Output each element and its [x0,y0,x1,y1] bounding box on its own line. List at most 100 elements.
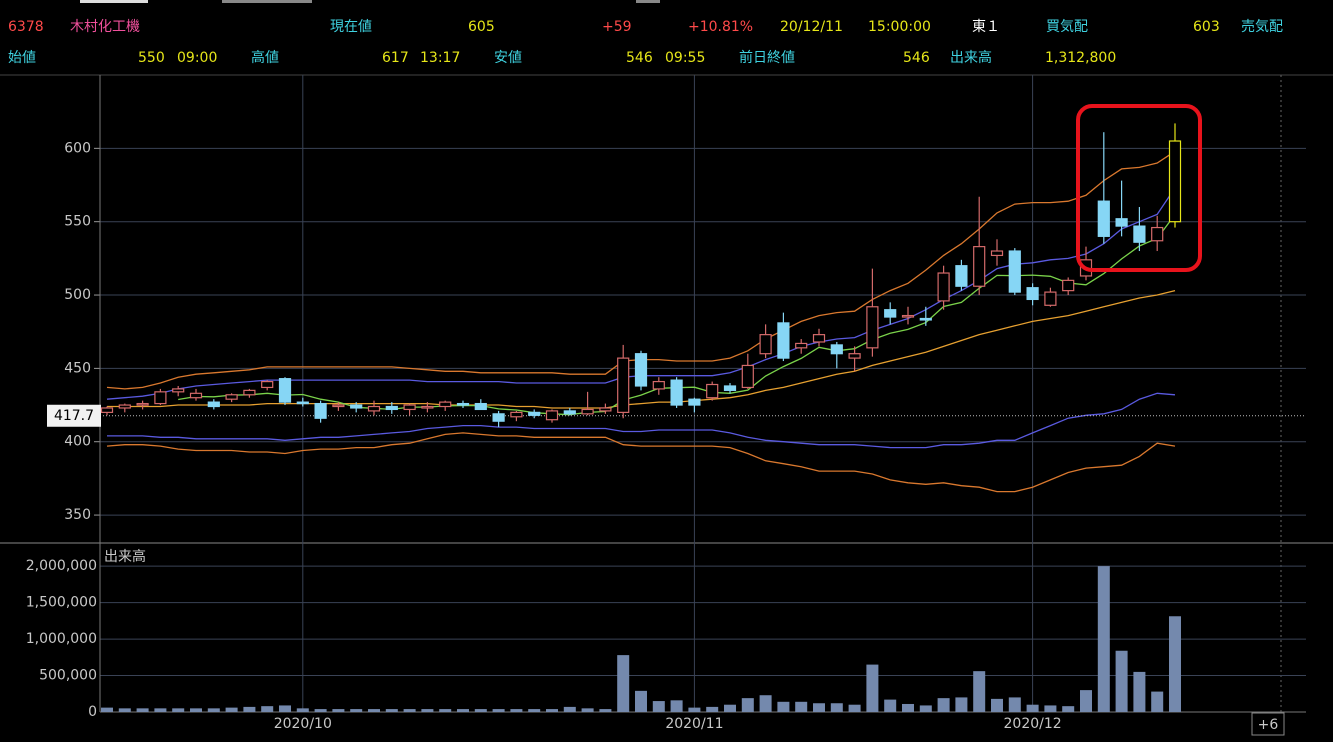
y-tick-label: 450 [64,360,91,376]
field-value: 13:17 [420,50,460,66]
field-value: 546 [903,50,930,66]
candle-body [795,342,808,349]
field-value: 15:00:00 [868,19,931,35]
tab-strip [222,0,312,3]
field-label: 高値 [251,49,279,66]
volume-bar [581,708,594,712]
volume-bar [118,708,131,712]
field-label: 出来高 [950,49,992,66]
y-tick-label: 600 [64,140,91,156]
volume-bar [1133,671,1146,712]
candle-body [723,385,737,391]
candle-body [688,398,701,406]
volume-bar [973,671,986,712]
volume-bar [866,664,879,712]
volume-bar [243,706,256,712]
field-value: 546 [626,50,653,66]
volume-bar [670,700,683,712]
candle-body [919,317,932,321]
candle-body [617,357,630,413]
tab-strip [636,0,660,3]
y-tick-label: 550 [64,214,91,230]
candle-body [528,411,541,416]
field-value: 09:55 [665,50,705,66]
volume-bar [279,705,291,712]
field-value: 605 [468,19,495,35]
volume-bar [813,703,825,712]
volume-bar [848,704,861,712]
volume-bar [207,708,220,712]
candle-body [1044,291,1057,306]
candle-body [100,407,114,413]
volume-bar [902,703,914,712]
field-value: +10.81% [688,19,753,35]
candle-body [474,402,487,411]
field-value: 1,312,800 [1045,50,1116,66]
candle-body [901,314,915,318]
indicator-line [107,392,1176,449]
y-tick-label: 350 [64,507,91,523]
candle-body [1026,287,1039,301]
price-marker-box [47,404,101,427]
field-label: 始値 [8,50,36,66]
volume-tick-label: 500,000 [39,668,97,684]
volume-bar [724,704,736,712]
candle-body [848,353,861,359]
candle-body [1115,218,1128,227]
volume-bar [741,698,754,712]
field-label: 売気配 [1241,19,1283,35]
highlight-box [1076,104,1202,272]
candle-body [1168,140,1182,223]
candle-body [1151,226,1164,242]
volume-bar [314,709,327,712]
candle-body [154,391,167,405]
x-tick-label: 2020/12 [1004,716,1062,732]
candle-body [1062,279,1075,292]
volume-bar [706,706,719,712]
field-value: 09:00 [177,50,217,66]
field-label: 安値 [494,50,522,66]
candle-body [777,322,790,359]
field-value: 20/12/11 [780,19,843,35]
volume-bar [777,701,790,712]
volume-bar [759,695,772,712]
volume-bar [991,698,1003,712]
volume-bar [225,707,238,712]
volume-bar [617,655,630,712]
volume-bar [421,709,434,712]
volume-bar [261,706,274,712]
field-label: 前日終値 [739,49,795,66]
volume-bar [1169,616,1181,712]
y-tick-label: 400 [64,434,91,450]
future-box [1251,712,1285,736]
volume-bar [510,709,523,712]
volume-bar [546,709,558,712]
candle-body [973,246,986,287]
field-label: 買気配 [1046,19,1088,35]
candle-body [884,309,897,318]
candle-body [225,394,238,400]
volume-bar [492,709,505,712]
volume-bar [403,709,416,712]
candle-body [439,401,452,408]
volume-bar [385,709,398,712]
candle-body [243,389,256,396]
quote-header: 6378 木村化工機 現在値 605 +59 +10.81% 20/12/11 … [8,19,1283,66]
volume-bar [1026,704,1039,712]
volume-bar [528,709,541,712]
volume-bar [350,709,363,712]
candle-body [937,272,950,302]
candle-body [492,413,505,422]
field-value: 617 [382,50,409,66]
volume-bar [1151,691,1164,712]
volume-bar [635,690,647,712]
candle-body [385,405,398,411]
candle-body [634,353,648,387]
volume-tick-label: 2,000,000 [26,558,97,574]
candle-body [172,388,185,393]
plot: 350 400 450 500 550 600 0 500,000 1,000,000 1,500… [26,75,1306,732]
stock-code: 6378 [8,19,44,35]
stock-name: 木村化工機 [70,19,140,35]
price-marker-label: 417.7 [54,408,94,424]
volume-bar [830,703,843,712]
